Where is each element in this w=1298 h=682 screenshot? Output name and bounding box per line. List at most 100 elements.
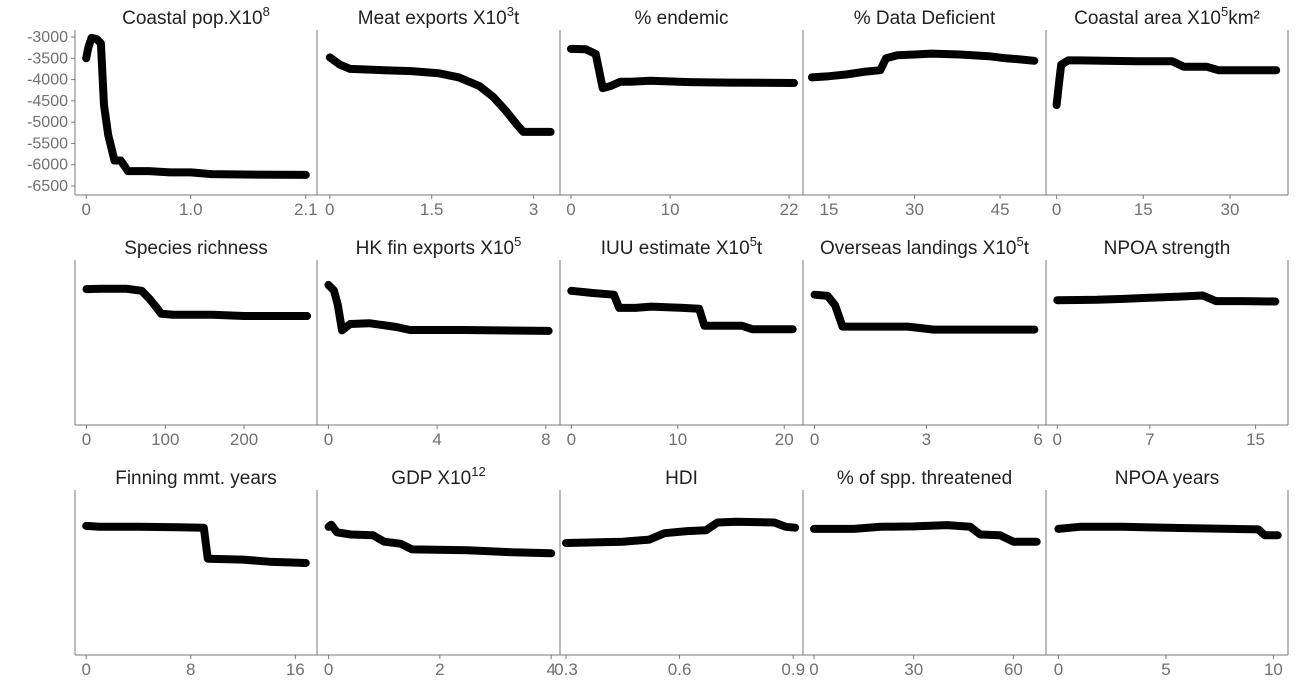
x-tick-label: 0 [324, 430, 333, 449]
panel-title-main: % of spp. threatened [837, 468, 1012, 489]
panel-series-line [562, 517, 800, 547]
panel-title: % of spp. threatened [837, 468, 1012, 489]
x-tick-label: 3 [529, 200, 538, 219]
panel-title: Finning mmt. years [115, 468, 277, 489]
panel-title: Meat exports X103t [358, 4, 520, 29]
panel-title-superscript: 8 [263, 4, 270, 19]
x-tick-label: 8 [186, 660, 195, 679]
panel-3: % endemic 0 10 22 [559, 8, 803, 219]
x-tick-label: 30 [904, 660, 923, 679]
x-tick-label: 10 [668, 430, 687, 449]
x-tick-label: 0 [567, 430, 576, 449]
panel-title: Species richness [124, 238, 268, 259]
panel-title-suffix: t [757, 238, 763, 259]
panel-8: IUU estimate X105t 0 10 20 [559, 234, 803, 449]
x-tick-label: 20 [775, 430, 794, 449]
x-tick-label: 0 [82, 430, 91, 449]
panel-title-main: NPOA years [1115, 468, 1220, 489]
panel-title-superscript: 5 [1016, 234, 1023, 249]
x-tick-label: 100 [151, 430, 179, 449]
panel-title-main: NPOA strength [1104, 238, 1231, 259]
panel-title-main: IUU estimate X10 [601, 238, 750, 259]
panel-title-main: Meat exports X10 [358, 8, 507, 29]
panel-series-line [1054, 522, 1282, 540]
panel-title: GDP X1012 [391, 464, 485, 489]
x-tick-label: 0 [81, 660, 90, 679]
panel-10: NPOA strength 0 7 15 [1045, 238, 1289, 449]
x-tick-label: 0.9 [781, 660, 805, 679]
panel-12: GDP X1012 0 2 4 [316, 464, 560, 679]
panel-title: NPOA strength [1104, 238, 1231, 259]
panel-11: Finning mmt. years 0 8 16 [74, 468, 317, 679]
x-tick-label: 0 [1054, 660, 1063, 679]
x-tick-label: 0 [1052, 200, 1061, 219]
panel-title-main: HK fin exports X10 [356, 238, 514, 259]
x-tick-label: 4 [546, 660, 555, 679]
x-tick-label: 200 [230, 430, 258, 449]
panel-series-line [324, 520, 556, 558]
panel-title: HK fin exports X105 [356, 234, 522, 259]
y-tick-label: -4000 [27, 72, 68, 89]
x-tick-label: 22 [780, 200, 799, 219]
y-tick-label: -5500 [27, 135, 68, 152]
x-tick-label: 0 [810, 430, 819, 449]
panel-title-main: % endemic [635, 8, 729, 29]
panel-title-main: Species richness [124, 238, 268, 259]
panel-9: Overseas landings X105t 0 3 6 [802, 234, 1046, 449]
x-tick-label: 6 [1033, 430, 1042, 449]
x-tick-label: 16 [286, 660, 305, 679]
panel-series-line [82, 521, 310, 567]
panel-series-line [1053, 291, 1280, 306]
panel-title: Overseas landings X105t [820, 234, 1030, 259]
x-tick-label: 2 [435, 660, 444, 679]
x-tick-label: 60 [1004, 660, 1023, 679]
panel-series-line [807, 49, 1039, 82]
x-tick-label: 0 [566, 200, 575, 219]
panel-5: Coastal area X105km² 0 15 30 [1045, 4, 1289, 219]
panel-series-line [82, 33, 310, 179]
y-tick-label: -5000 [27, 114, 68, 131]
panel-title-suffix: t [1024, 238, 1030, 259]
panel-title-main: Overseas landings X10 [820, 238, 1016, 259]
panel-13: HDI 0.3 0.6 0.9 [554, 468, 805, 679]
y-tick-label: -4500 [27, 93, 68, 110]
x-tick-label: 8 [541, 430, 550, 449]
x-tick-label: 0.3 [554, 660, 578, 679]
panel-title-superscript: 12 [471, 464, 485, 479]
panel-title: % endemic [635, 8, 729, 29]
panel-series-line [325, 53, 555, 136]
x-tick-label: 0 [809, 660, 818, 679]
x-tick-label: 1.5 [420, 200, 444, 219]
panel-series-line [810, 290, 1039, 334]
x-tick-label: 0.6 [668, 660, 692, 679]
panel-15: NPOA years 0 5 10 [1045, 468, 1289, 679]
x-tick-label: 1.0 [179, 200, 203, 219]
x-tick-label: 5 [1161, 660, 1170, 679]
panel-series-line [324, 280, 553, 335]
panel-title: IUU estimate X105t [601, 234, 763, 259]
panel-title-superscript: 5 [1221, 4, 1228, 19]
x-tick-label: 30 [1221, 200, 1240, 219]
panel-title: NPOA years [1115, 468, 1220, 489]
panel-14: % of spp. threatened 0 30 60 [802, 468, 1046, 679]
x-tick-label: 0 [1053, 430, 1062, 449]
x-tick-label: 15 [1246, 430, 1265, 449]
x-tick-label: 2.1 [294, 200, 318, 219]
x-tick-label: 7 [1145, 430, 1154, 449]
x-tick-label: 4 [432, 430, 441, 449]
panel-series-line [567, 44, 798, 93]
panel-title-superscript: 5 [750, 234, 757, 249]
x-tick-label: 0 [81, 200, 90, 219]
y-tick-label: -3000 [27, 29, 68, 46]
y-tick-label: -3500 [27, 50, 68, 67]
panel-title-suffix: km² [1228, 8, 1260, 29]
panel-title-main: % Data Deficient [854, 8, 996, 29]
x-tick-label: 10 [661, 200, 680, 219]
panel-series-line [1052, 56, 1281, 110]
panel-title-superscript: 3 [507, 4, 514, 19]
x-tick-label: 15 [1134, 200, 1153, 219]
panel-title-main: HDI [665, 468, 698, 489]
y-tick-label: -6000 [27, 157, 68, 174]
